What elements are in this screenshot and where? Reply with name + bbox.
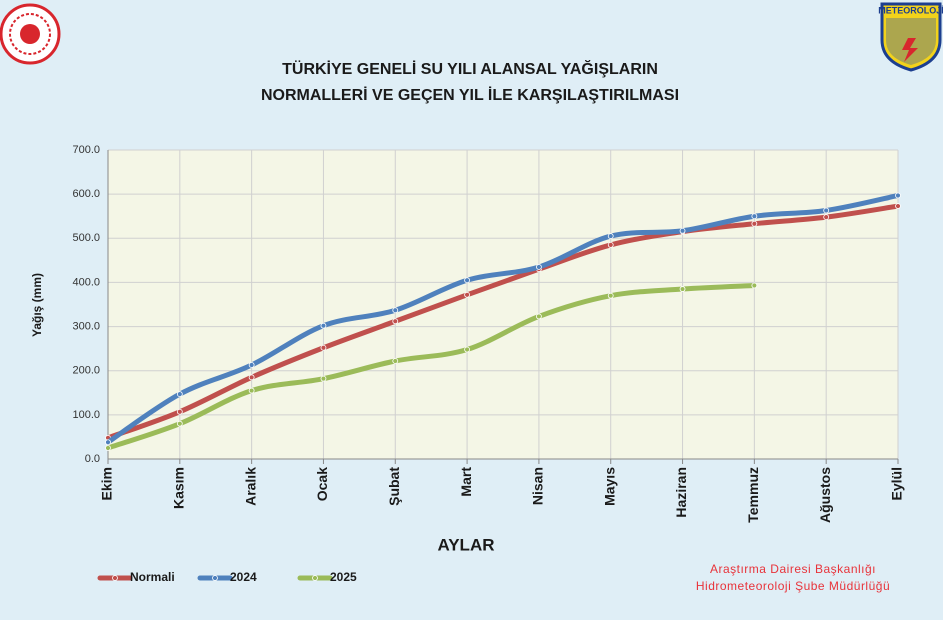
y-tick-label: 400.0 [72,276,100,288]
point [464,277,470,284]
x-axis-title: AYLAR [438,535,495,554]
point [248,387,255,394]
y-tick-label: 200.0 [72,365,100,377]
x-tick-label: Temmuz [745,467,761,523]
x-tick-label: Nisan [530,467,546,505]
footer: Araştırma Dairesi Başkanlığı [710,562,876,576]
x-tick-label: Haziran [673,467,689,518]
series-line [105,203,901,441]
point [464,346,470,353]
point [248,362,255,368]
point [176,408,183,415]
series-line [105,192,901,445]
legend-marker [112,575,118,581]
point [248,374,255,381]
legend-label: Normali [130,570,175,584]
point [751,220,758,227]
plot-area [108,150,898,459]
x-tick-label: Mayıs [601,467,617,506]
point [176,391,183,398]
y-tick-label: 300.0 [72,320,100,332]
x-tick-label: Aralık [242,467,258,506]
point [607,233,614,239]
legend-marker [312,575,318,581]
logo-text: METEOROLOJİ [878,5,943,15]
point [464,291,470,298]
x-tick-label: Kasım [171,467,187,509]
point [176,420,183,427]
series-line [105,283,757,451]
point [895,192,901,199]
left-logo [0,3,61,65]
x-tick-label: Ekim [99,467,115,500]
legend-label: 2024 [230,570,257,584]
point [392,307,399,314]
point [823,207,830,214]
point [751,213,758,220]
point [392,318,399,325]
y-tick-label: 600.0 [72,188,100,200]
x-tick-label: Mart [458,467,474,497]
chart-title: NORMALLERİ VE GEÇEN YIL İLE KARŞILAŞTIRI… [261,86,679,104]
chart-title: TÜRKİYE GENELİ SU YILI ALANSAL YAĞIŞLARI… [282,59,658,78]
point [320,322,327,329]
x-tick-label: Şubat [386,467,402,506]
y-tick-label: 0.0 [85,453,100,465]
point [536,313,542,320]
y-axis-title: Yağış (mm) [30,273,44,337]
point [320,375,327,382]
point [536,264,542,270]
legend-label: 2025 [330,570,357,584]
footer: Hidrometeoroloji Şube Müdürlüğü [696,579,890,593]
point [320,344,327,351]
point [105,439,111,446]
right-logo: METEOROLOJİ [878,2,943,72]
point [679,286,686,292]
point [823,214,830,220]
x-tick-label: Eylül [889,467,905,500]
point [751,282,758,289]
y-tick-label: 700.0 [72,144,100,156]
y-tick-label: 100.0 [72,409,100,421]
x-tick-label: Ocak [314,467,330,501]
y-tick-label: 500.0 [72,232,100,244]
point [392,358,399,364]
point [607,292,614,299]
point [607,242,614,248]
point [895,203,901,209]
x-tick-label: Ağustos [817,467,833,523]
legend-marker [212,575,218,581]
point [105,445,111,451]
point [679,227,686,234]
